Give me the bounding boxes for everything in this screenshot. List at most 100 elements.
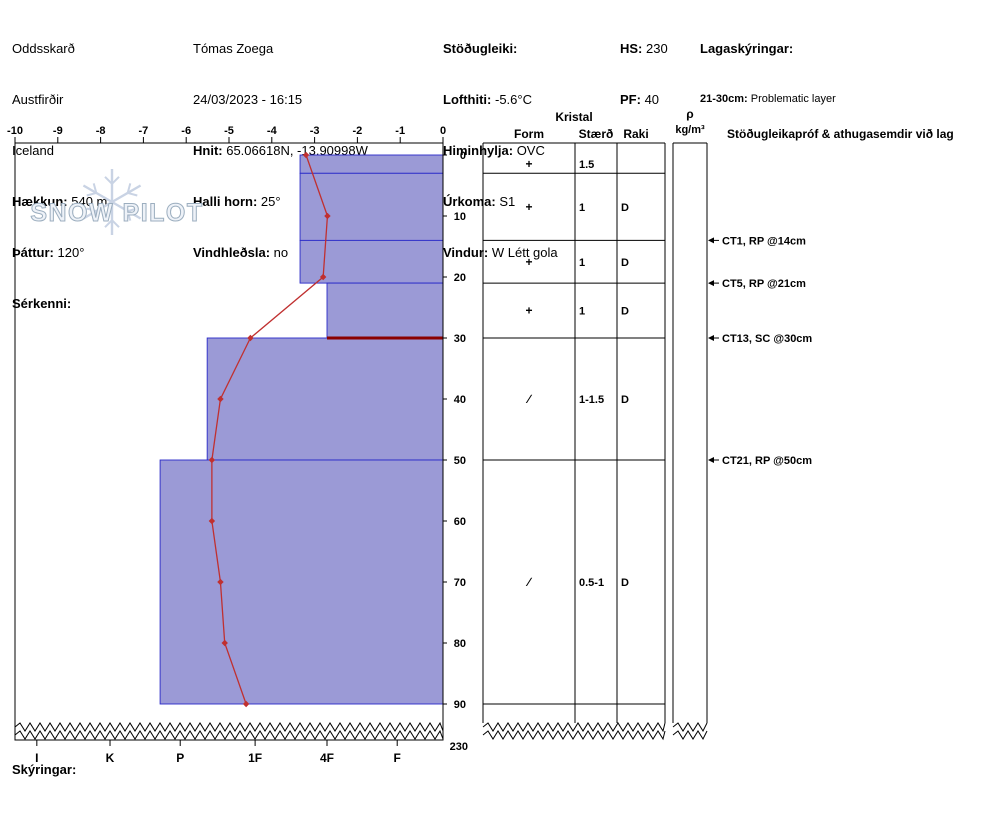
- total-depth-label: 230: [450, 741, 468, 753]
- observer-name: Tómas Zoega: [193, 41, 274, 56]
- layer-wetness: D: [621, 306, 629, 318]
- snowflake-icon: [86, 207, 97, 213]
- snowflake-icon: [127, 191, 138, 197]
- wind-loading: Vindhleðsla: no: [193, 245, 289, 260]
- temperature-point: [302, 151, 310, 159]
- temperature-point: [324, 212, 331, 220]
- svg-text:40: 40: [454, 394, 466, 406]
- temperature-point: [208, 517, 216, 525]
- snowflake-icon: [111, 200, 142, 220]
- svg-text:20: 20: [454, 272, 466, 284]
- hardness-axis: I K P 1F 4F F: [35, 740, 401, 765]
- air-temperature: Lofthiti: -5.6°C: [443, 92, 532, 107]
- svg-text:-10: -10: [7, 125, 23, 137]
- grain-form: +: [525, 304, 532, 318]
- comment-arrow-icon: [708, 335, 714, 341]
- snowflake-icon: [82, 200, 113, 220]
- temperature-profile: [208, 151, 331, 708]
- temperature-point: [217, 395, 224, 403]
- location-country: Iceland: [12, 143, 54, 158]
- layer-comment: CT5, RP @21cm: [722, 278, 806, 290]
- observation-datetime: 24/03/2023 - 16:15: [193, 92, 303, 107]
- temperature-line: [211, 154, 329, 705]
- problematic-layer-note: 21-30cm: Problematic layer: [700, 93, 836, 105]
- snowflake-icon: [92, 183, 98, 194]
- svg-text:70: 70: [454, 577, 466, 589]
- svg-text:4F: 4F: [320, 751, 334, 765]
- comments-column: Stöðugleikapróf & athugasemdir við lag CT…: [708, 127, 954, 467]
- snow-layer: [299, 172, 444, 241]
- svg-text:-5: -5: [224, 125, 234, 137]
- header-location-column: Oddsskarð Austfirðir Iceland Hækkun: 540…: [12, 6, 107, 329]
- grain-form: +: [525, 157, 532, 171]
- snowflake-icon: [126, 210, 132, 221]
- form-header: Form: [514, 127, 544, 141]
- snow-layer: [299, 154, 444, 174]
- density-column: ρ kg/m³: [672, 107, 708, 723]
- total-snow-height: HS: 230: [620, 41, 668, 56]
- svg-text:1F: 1F: [248, 751, 262, 765]
- snowflake-icon: [111, 184, 142, 204]
- layer-comment: CT13, SC @30cm: [722, 333, 812, 345]
- layer-comment: CT21, RP @50cm: [722, 455, 812, 467]
- comment-arrow-icon: [708, 237, 714, 244]
- svg-text:-8: -8: [96, 125, 106, 137]
- layer-wetness: D: [621, 394, 629, 406]
- depth-break: [14, 721, 708, 741]
- svg-text:-9: -9: [53, 125, 63, 137]
- watermark-text: SNOW PILOT: [30, 199, 203, 227]
- snowpilot-watermark: SNOW PILOT: [30, 169, 203, 235]
- crystal-header: Kristal: [555, 110, 592, 124]
- header-depth-column: HS: 230 PF: 40: [620, 6, 668, 125]
- temperature-point: [247, 334, 254, 342]
- snow-layer: [159, 459, 444, 705]
- density-symbol: ρ: [686, 107, 693, 121]
- temperature-point: [242, 700, 250, 708]
- grain-form: +: [525, 200, 532, 214]
- grain-form: ∕: [525, 392, 533, 406]
- grain-size: 1-1.5: [579, 394, 604, 406]
- layer-notes-title: Lagaskýringar:: [700, 41, 794, 56]
- sky-cover: Himinhylja: OVC: [443, 143, 545, 158]
- stability: Stöðugleiki:: [443, 41, 518, 56]
- svg-text:-4: -4: [267, 125, 278, 137]
- comments-header: Stöðugleikapróf & athugasemdir við lag: [727, 127, 954, 141]
- svg-text:-6: -6: [181, 125, 191, 137]
- svg-text:10: 10: [454, 211, 466, 223]
- density-unit: kg/m³: [675, 124, 705, 136]
- temperature-axis: -10 -9 -8 -7 -6 -5 -4 -3 -2 -1 0: [7, 125, 446, 143]
- layer-wetness: D: [621, 202, 629, 214]
- coordinates: Hnit: 65.06618N, -13.90998W: [193, 143, 368, 158]
- snow-layer: [326, 282, 444, 339]
- snowflake-icon: [127, 207, 138, 213]
- snowflake-icon: [126, 183, 132, 194]
- header-observer-column: Tómas Zoega 24/03/2023 - 16:15 Hnit: 65.…: [193, 6, 368, 278]
- grain-form: +: [525, 255, 532, 269]
- svg-text:I: I: [35, 751, 38, 765]
- snow-layer: [206, 337, 444, 461]
- svg-text:K: K: [106, 751, 115, 765]
- svg-text:90: 90: [454, 699, 466, 711]
- snowflake-icon: [104, 219, 113, 228]
- header-weather-column: Stöðugleiki: Lofthiti: -5.6°C Himinhylja…: [443, 6, 558, 278]
- svg-text:0: 0: [460, 150, 466, 162]
- svg-text:60: 60: [454, 516, 466, 528]
- temperature-point: [319, 273, 327, 281]
- wind: Vindur: W Létt gola: [443, 245, 558, 260]
- svg-text:-2: -2: [353, 125, 363, 137]
- layer-wetness: D: [621, 577, 629, 589]
- location-name: Oddsskarð: [12, 41, 75, 56]
- svg-text:0: 0: [440, 125, 446, 137]
- snowflake-icon: [111, 176, 120, 185]
- svg-text:50: 50: [454, 455, 466, 467]
- depth-axis: 0 10 20 30 40 50 60 70 80 90 230: [443, 150, 468, 753]
- layer-comment: CT1, RP @14cm: [722, 235, 806, 247]
- temperature-point: [208, 456, 216, 464]
- svg-text:-1: -1: [395, 125, 405, 137]
- svg-text:-3: -3: [310, 125, 320, 137]
- elevation: Hækkun: 540 m: [12, 194, 108, 209]
- comment-arrow-icon: [708, 457, 714, 463]
- temperature-point: [221, 639, 228, 647]
- special-id: Sérkenni:: [12, 296, 72, 311]
